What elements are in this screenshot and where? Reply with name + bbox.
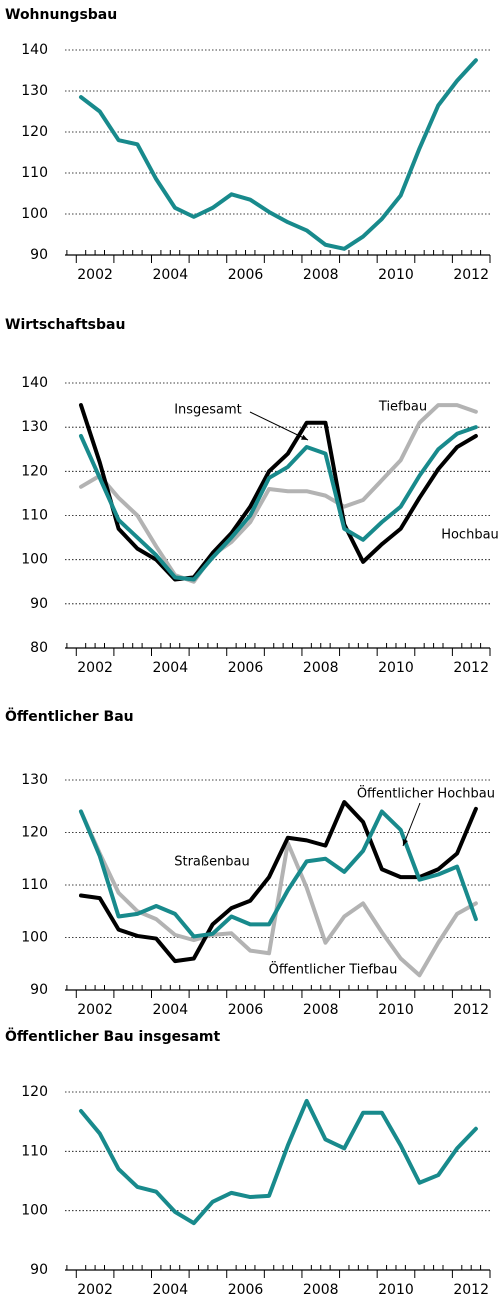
- y-tick-label: 120: [21, 124, 48, 140]
- data-line: [78, 425, 478, 582]
- chart-title: Wohnungsbau: [5, 7, 117, 23]
- data-line: [78, 800, 478, 964]
- series-label: Öffentlicher Hochbau: [357, 785, 495, 802]
- x-tick-label: 2012: [453, 1002, 489, 1018]
- x-tick-label: 2010: [378, 660, 414, 676]
- y-tick-label: 130: [21, 83, 48, 99]
- x-tick-label: 2012: [453, 1282, 489, 1298]
- x-tick-label: 2008: [303, 1002, 339, 1018]
- chart-title: Öffentlicher Bau insgesamt: [5, 1027, 220, 1045]
- x-tick-label: 2002: [77, 1282, 113, 1298]
- x-tick-label: 2008: [303, 267, 339, 283]
- series-label: Insgesamt: [174, 403, 242, 418]
- series-label: Öffentlicher Tiefbau: [269, 961, 398, 978]
- y-tick-label: 110: [21, 877, 48, 893]
- data-line: [78, 58, 478, 251]
- x-tick-label: 2004: [152, 1282, 188, 1298]
- x-tick-label: 2006: [228, 660, 264, 676]
- annotation-arrow: [402, 802, 421, 847]
- x-tick-label: 2010: [378, 1282, 414, 1298]
- y-tick-label: 100: [21, 552, 48, 568]
- x-tick-label: 2008: [303, 660, 339, 676]
- annotation-arrow: [249, 411, 309, 441]
- y-tick-label: 140: [21, 42, 48, 58]
- y-tick-label: 90: [30, 247, 48, 263]
- y-tick-label: 110: [21, 165, 48, 181]
- y-tick-label: 140: [21, 375, 48, 391]
- y-tick-label: 120: [21, 1084, 48, 1100]
- x-tick-label: 2004: [152, 1002, 188, 1018]
- data-line: [78, 809, 478, 978]
- data-line: [78, 1098, 478, 1226]
- y-tick-label: 90: [30, 982, 48, 998]
- y-tick-label: 120: [21, 825, 48, 841]
- y-tick-label: 120: [21, 463, 48, 479]
- y-tick-label: 90: [30, 596, 48, 612]
- x-tick-label: 2010: [378, 267, 414, 283]
- arrow-head: [402, 839, 408, 846]
- series-label: Straßenbau: [174, 855, 250, 870]
- y-tick-label: 90: [30, 1262, 48, 1278]
- series-label: Tiefbau: [378, 400, 427, 415]
- x-tick-label: 2002: [77, 660, 113, 676]
- x-tick-label: 2012: [453, 267, 489, 283]
- y-tick-label: 100: [21, 206, 48, 222]
- x-tick-label: 2006: [228, 1002, 264, 1018]
- data-line: [78, 403, 478, 582]
- x-tick-label: 2006: [228, 267, 264, 283]
- data-line: [78, 403, 478, 584]
- x-tick-label: 2008: [303, 1282, 339, 1298]
- x-tick-label: 2006: [228, 1282, 264, 1298]
- x-tick-label: 2004: [152, 660, 188, 676]
- x-tick-label: 2002: [77, 267, 113, 283]
- y-tick-label: 130: [21, 419, 48, 435]
- data-line: [78, 809, 478, 939]
- x-tick-label: 2004: [152, 267, 188, 283]
- x-tick-label: 2002: [77, 1002, 113, 1018]
- x-tick-label: 2012: [453, 660, 489, 676]
- y-tick-label: 110: [21, 1143, 48, 1159]
- y-tick-label: 130: [21, 772, 48, 788]
- chart-title: Öffentlicher Bau: [5, 707, 134, 725]
- arrow-head: [301, 434, 308, 440]
- y-tick-label: 80: [30, 640, 48, 656]
- x-tick-label: 2010: [378, 1002, 414, 1018]
- chart-title: Wirtschaftsbau: [5, 317, 125, 333]
- y-tick-label: 100: [21, 930, 48, 946]
- y-tick-label: 100: [21, 1203, 48, 1219]
- series-label: Hochbau: [441, 528, 499, 543]
- y-tick-label: 110: [21, 508, 48, 524]
